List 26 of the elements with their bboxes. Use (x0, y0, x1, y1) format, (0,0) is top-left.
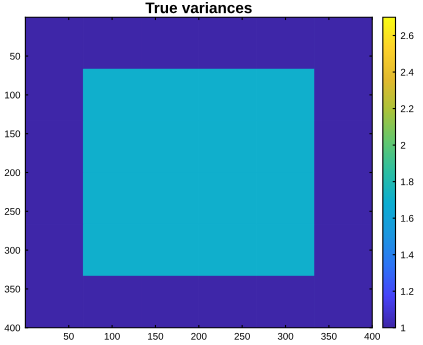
color-bar-label: 2.2 (400, 105, 414, 112)
y-tick-label: 400 (4, 324, 20, 332)
y-tick-label: 150 (5, 130, 20, 138)
x-tick-label: 300 (278, 332, 294, 340)
y-tick-label: 200 (4, 169, 20, 176)
x-tick-label: 50 (64, 332, 74, 340)
x-tick-label: 200 (191, 332, 207, 340)
color-bar-label: 1.6 (401, 214, 414, 222)
y-tick-label: 100 (5, 92, 20, 98)
x-tick-label: 400 (364, 332, 380, 340)
color-bar-label: 2.6 (400, 32, 414, 40)
color-bar-label: 2 (400, 142, 406, 149)
color-bar-label: 1 (401, 324, 406, 332)
x-tick-label: 250 (234, 332, 250, 340)
y-tick-label: 350 (4, 286, 20, 293)
y-tick-label: 300 (4, 246, 20, 254)
color-bar-label: 1.8 (401, 178, 414, 186)
color-bar-label: 1.4 (401, 252, 414, 258)
x-tick-label: 150 (148, 332, 164, 340)
x-tick-label: 350 (321, 332, 337, 340)
color-bar-label: 1.2 (401, 288, 414, 295)
color-bar-label: 2.4 (400, 68, 414, 76)
chart-title: True variances (145, 2, 252, 14)
y-tick-label: 250 (4, 208, 20, 215)
x-tick-label: 100 (104, 332, 120, 340)
y-tick-label: 50 (10, 52, 20, 60)
